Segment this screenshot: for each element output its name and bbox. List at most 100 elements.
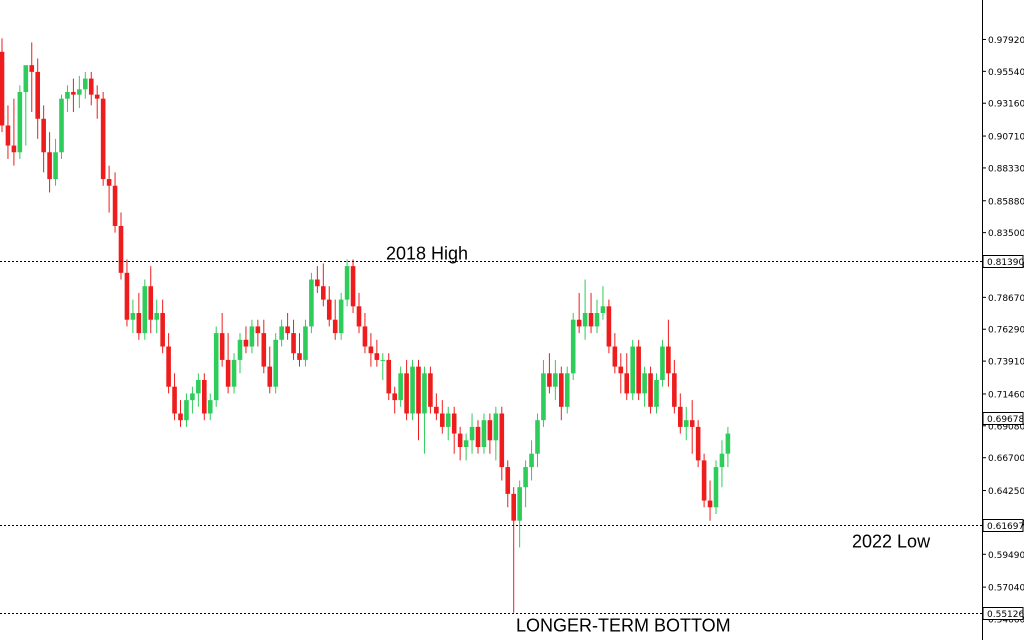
candle-body [636,346,641,394]
candle [326,286,332,327]
candle-body [261,333,267,367]
price-tag-box [982,412,1024,425]
candle-body [648,373,653,407]
candle [261,319,267,374]
candle-body [231,359,237,387]
candle [29,42,35,113]
candle-body [267,366,273,387]
candle-body [106,179,112,186]
candle [83,71,88,99]
price-tag-label: 0.69678 [987,415,1024,425]
candle [88,71,94,106]
price-tag: 0.81390 [982,255,1024,268]
candle-body [362,326,368,347]
candle [273,333,278,394]
candle-body [237,339,243,360]
candle-body [184,400,189,421]
candle-body [88,78,94,95]
candle-body [285,326,290,334]
candle [445,406,451,441]
candle [219,313,225,367]
candle [184,393,189,427]
candle [53,138,58,186]
candle-body [588,313,594,327]
candle [166,333,171,394]
candle [23,65,29,146]
candle-body [202,380,207,414]
y-tick-label: 0.88330 [988,164,1024,174]
candle-body [219,333,225,360]
candle-body [541,373,546,421]
candle-body [291,333,296,354]
candle [202,373,207,421]
price-tags: 0.81390 0.69678 0.61697 0.55126 [982,255,1024,620]
candle [481,413,487,454]
candle-body [297,353,302,360]
candle [683,406,689,441]
candle-body [725,433,731,454]
candle-body [249,326,255,347]
y-tick-label: 0.57040 [988,584,1024,594]
candle [213,326,219,407]
candle [237,333,243,374]
candle-body [83,78,88,90]
candle-body [678,406,683,427]
candle-body [65,91,70,99]
candle [321,263,326,307]
candle-body [178,413,183,421]
candle [678,393,683,434]
price-tag-box [982,607,1024,620]
candle-body [100,98,106,180]
y-tick-label: 0.66700 [988,454,1024,464]
candle-body [392,393,397,401]
levels-layer: 2018 High 2022 Low LONGER-TERM BOTTOM [0,244,982,636]
candle [701,453,707,508]
price-tag-label: 0.61697 [987,522,1024,532]
candle [71,78,76,113]
candle-body [689,420,695,427]
candle [440,400,445,434]
candle [11,98,17,166]
candle [386,353,392,401]
candle [160,299,165,354]
candle-body [315,279,320,287]
candle-body [660,346,665,381]
candle-body [338,299,344,334]
candle [672,359,677,414]
candle-body [225,359,231,387]
candle [380,353,386,381]
candle [547,353,552,394]
level-annotation: LONGER-TERM BOTTOM [516,616,731,636]
candle-body [475,426,481,447]
price-tag-box [982,519,1024,532]
candle [368,333,374,367]
candle-body [344,266,350,300]
candle [374,339,380,367]
candle-body [618,366,624,374]
candle [231,353,237,394]
candle [178,400,183,427]
candle-body [440,413,445,427]
candle-body [332,319,338,334]
candle [77,75,82,109]
candles-layer [0,38,731,613]
candle [630,339,635,401]
candle-body [683,420,689,427]
candle [434,393,439,421]
candle-body [624,373,630,394]
candle-body [326,299,332,320]
candle-body [303,326,308,360]
y-tick-label: 0.95540 [988,68,1024,78]
candle-body [196,380,201,394]
y-tick-label: 0.93160 [988,100,1024,110]
candle-body [553,373,558,387]
candle-body [695,426,701,461]
candle-body [11,145,17,153]
candle-body [713,467,719,508]
candle [285,313,290,340]
candle [475,420,481,454]
candle [517,480,522,548]
candle [5,105,11,159]
candle [505,460,511,508]
candle [392,386,397,414]
